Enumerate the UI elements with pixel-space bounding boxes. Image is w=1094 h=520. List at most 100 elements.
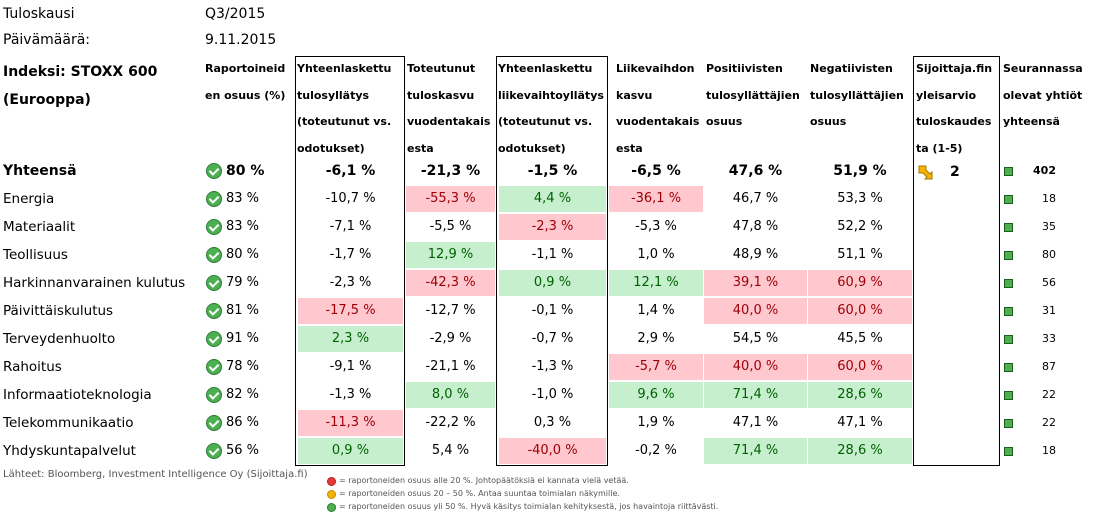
legend-red: = raportoneiden osuus alle 20 %. Johtopä… [339, 476, 629, 485]
cell-earn-surprise: -9,1 % [329, 359, 372, 374]
cell-rev-surprise: -1,5 % [527, 163, 578, 179]
company-count: 22 [1042, 416, 1056, 429]
cell-earn-growth: 8,0 % [406, 382, 495, 408]
cell-pos: 39,1 % [704, 270, 807, 296]
green-square-icon [1004, 447, 1013, 456]
row-label: Harkinnanvarainen kulutus [3, 275, 186, 291]
cell-pos: 54,5 % [732, 331, 779, 346]
cell-rev-growth: 9,6 % [609, 382, 703, 408]
period-label: Tuloskausi [3, 6, 75, 22]
company-count: 80 [1042, 248, 1056, 261]
cell-rev-surprise: -1,1 % [531, 247, 574, 262]
cell-earn-surprise: -17,5 % [298, 298, 403, 324]
cell-rev-surprise: -1,0 % [531, 387, 574, 402]
cell-earn-growth: 12,9 % [406, 242, 495, 268]
row-label: Yhteensä [3, 163, 77, 179]
source-note: Lähteet: Bloomberg, Investment Intellige… [3, 469, 308, 480]
reported-share: 83 % [226, 219, 260, 234]
reported-share: 80 % [226, 247, 260, 262]
cell-earn-growth: 5,4 % [431, 443, 470, 458]
date-value: 9.11.2015 [205, 32, 277, 48]
column-header: Positiivisten tulosyllättäjien osuus [706, 62, 800, 129]
column-header: Negatiivisten tulosyllättäjien osuus [810, 62, 904, 129]
cell-neg: 52,2 % [837, 219, 883, 234]
cell-neg: 28,6 % [808, 438, 912, 464]
cell-earn-growth: -42,3 % [406, 270, 495, 296]
cell-earn-growth: -5,5 % [429, 219, 472, 234]
green-square-icon [1004, 195, 1013, 204]
green-square-icon [1004, 419, 1013, 428]
cell-earn-growth: -21,3 % [420, 163, 481, 179]
cell-pos: 47,8 % [732, 219, 779, 234]
cell-rev-growth: -6,5 % [631, 163, 681, 179]
cell-earn-growth: -55,3 % [406, 186, 495, 212]
green-square-icon [1004, 223, 1013, 232]
cell-neg: 60,0 % [808, 354, 912, 380]
date-label: Päivämäärä: [3, 32, 90, 48]
reported-share: 78 % [226, 359, 260, 374]
cell-pos: 47,6 % [728, 163, 783, 179]
cell-earn-growth: -2,9 % [429, 331, 472, 346]
column-header: Seurannassa olevat yhtiöt yhteensä [1003, 62, 1083, 129]
red-dot-icon [327, 477, 336, 486]
cell-rev-surprise: -1,3 % [531, 359, 574, 374]
cell-earn-surprise: -10,7 % [325, 191, 376, 206]
green-square-icon [1004, 279, 1013, 288]
revenue-surprise-frame [496, 56, 608, 466]
company-count: 18 [1042, 192, 1056, 205]
cell-pos: 40,0 % [704, 354, 807, 380]
check-circle-icon [206, 247, 222, 263]
check-circle-icon [206, 359, 222, 375]
cell-earn-surprise: -1,3 % [329, 387, 372, 402]
cell-pos: 71,4 % [704, 438, 807, 464]
check-circle-icon [206, 303, 222, 319]
cell-earn-growth: -21,1 % [425, 359, 476, 374]
cell-rev-growth: -0,2 % [635, 443, 677, 458]
cell-rev-surprise: -40,0 % [499, 438, 606, 464]
cell-rev-growth: -36,1 % [609, 186, 703, 212]
cell-neg: 60,9 % [808, 270, 912, 296]
company-count: 22 [1042, 388, 1056, 401]
legend-yellow: = raportoneiden osuus 20 – 50 %. Antaa s… [339, 489, 620, 498]
column-header: Raportoineid en osuus (%) [205, 62, 286, 102]
cell-earn-surprise: -2,3 % [329, 275, 372, 290]
cell-earn-surprise: -11,3 % [298, 410, 403, 436]
company-count: 31 [1042, 304, 1056, 317]
overall-rating: 2 [950, 164, 960, 180]
cell-neg: 47,1 % [837, 415, 883, 430]
index-title: Indeksi: STOXX 600 (Eurooppa) [3, 64, 158, 108]
cell-rev-growth: 12,1 % [609, 270, 703, 296]
cell-earn-surprise: 2,3 % [298, 326, 403, 352]
column-header: Liikevaihdon kasvu vuodentakais esta [616, 62, 700, 156]
row-label: Teollisuus [3, 247, 68, 263]
cell-neg: 60,0 % [808, 298, 912, 324]
green-square-icon [1004, 335, 1013, 344]
cell-earn-growth: -12,7 % [425, 303, 476, 318]
cell-earn-growth: -22,2 % [425, 415, 476, 430]
cell-rev-surprise: -0,1 % [531, 303, 574, 318]
cell-earn-surprise: -6,1 % [325, 163, 376, 179]
green-square-icon [1004, 363, 1013, 372]
reported-share: 91 % [226, 331, 260, 346]
reported-share: 82 % [226, 387, 260, 402]
row-label: Informaatioteknologia [3, 387, 152, 403]
company-count: 87 [1042, 360, 1056, 373]
company-count: 56 [1042, 276, 1056, 289]
period-value: Q3/2015 [205, 6, 266, 22]
cell-earn-surprise: 0,9 % [298, 438, 403, 464]
check-circle-icon [206, 443, 222, 459]
earnings-surprise-frame [295, 56, 405, 466]
check-circle-icon [206, 275, 222, 291]
row-label: Päivittäiskulutus [3, 303, 114, 319]
cell-pos: 40,0 % [704, 298, 807, 324]
cell-rev-growth: -5,7 % [609, 354, 703, 380]
cell-rev-growth: 1,9 % [637, 415, 675, 430]
cell-earn-surprise: -1,7 % [329, 247, 372, 262]
company-count: 33 [1042, 332, 1056, 345]
legend-green: = raportoneiden osuus yli 50 %. Hyvä käs… [339, 502, 719, 511]
check-circle-icon [206, 331, 222, 347]
cell-pos: 48,9 % [732, 247, 779, 262]
cell-rev-surprise: 4,4 % [499, 186, 606, 212]
reported-share: 83 % [226, 191, 260, 206]
column-header: Yhteenlaskettu tulosyllätys (toteutunut vs… [297, 62, 392, 156]
